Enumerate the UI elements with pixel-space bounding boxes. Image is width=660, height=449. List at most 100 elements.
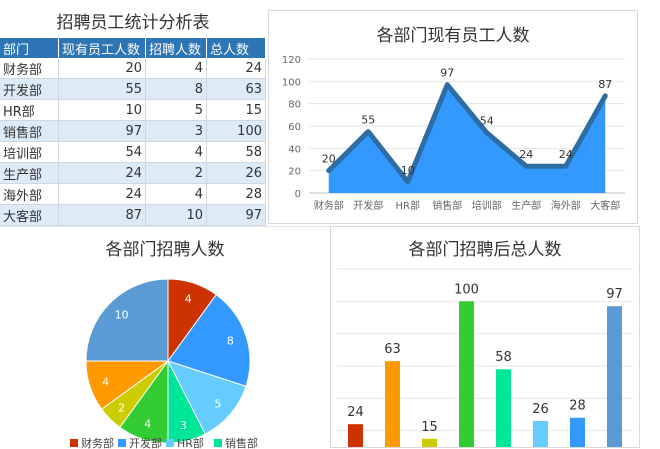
table-title: 招聘员工统计分析表 bbox=[56, 13, 210, 33]
table-row: HR部 10 5 15 bbox=[0, 99, 266, 121]
series-area bbox=[328, 84, 606, 193]
slice-label: 10 bbox=[115, 309, 129, 322]
table-cell-dept: 培训部 bbox=[0, 141, 59, 163]
pie-chart-title: 各部门招聘人数 bbox=[105, 240, 225, 260]
x-tick-label: 培训部 bbox=[472, 199, 502, 212]
bar bbox=[496, 369, 511, 447]
x-tick-label: HR部 bbox=[396, 199, 420, 212]
bar bbox=[459, 301, 474, 447]
table-cell-dept: HR部 bbox=[0, 99, 59, 121]
table-cell-dept: 销售部 bbox=[0, 120, 59, 142]
table-body: 财务部 20 4 24 开发部 55 8 63 HR部 10 5 15 销售部 97 3 100 培训部 54 4 5… bbox=[0, 58, 266, 226]
table-cell-value: 87 bbox=[58, 204, 146, 226]
bar bbox=[607, 306, 622, 447]
data-label: 26 bbox=[532, 402, 549, 417]
pie-slice bbox=[85, 278, 169, 362]
bar bbox=[533, 420, 548, 447]
series-line bbox=[326, 82, 608, 185]
table-cell-value: 24 bbox=[206, 58, 266, 79]
x-tick-label: 海外部 bbox=[551, 199, 581, 212]
legend-label: 销售部 bbox=[225, 436, 258, 449]
header-hire: 招聘人数 bbox=[145, 38, 207, 58]
table-cell-value: 54 bbox=[58, 141, 146, 163]
y-tick-label: 60 bbox=[288, 122, 301, 133]
table-cell-value: 4 bbox=[145, 183, 207, 205]
table-cell-value: 8 bbox=[145, 78, 207, 100]
table-cell-value: 55 bbox=[58, 78, 146, 100]
area-chart-panel: 各部门现有员工人数 0 20 40 60 80 100 120 20 55 10 97 54 24 24 8… bbox=[268, 10, 638, 224]
table-cell-value: 15 bbox=[206, 99, 266, 121]
legend-swatch bbox=[118, 439, 126, 447]
table-row: 海外部 24 4 28 bbox=[0, 183, 266, 205]
table-cell-value: 4 bbox=[145, 58, 207, 79]
table-row: 培训部 54 4 58 bbox=[0, 141, 266, 163]
pie-slice bbox=[167, 293, 251, 387]
table-cell-value: 3 bbox=[145, 120, 207, 142]
bar bbox=[422, 438, 437, 447]
table-cell-dept: 大客部 bbox=[0, 204, 59, 226]
bar-chart: 24 63 15 100 58 26 28 97 bbox=[337, 268, 633, 447]
table-cell-value: 26 bbox=[206, 162, 266, 184]
y-tick-label: 120 bbox=[282, 55, 301, 66]
pie-chart-panel: 各部门招聘人数 4 8 5 3 4 2 4 10 财务部 开发部 HR部 销售部 bbox=[0, 226, 330, 449]
header-total: 总人数 bbox=[206, 38, 266, 58]
bar bbox=[348, 424, 363, 447]
data-label: 10 bbox=[401, 164, 415, 177]
stats-table-panel: 招聘员工统计分析表 部门 现有员工人数 招聘人数 总人数 财务部 20 4 24 开发部… bbox=[0, 0, 266, 226]
header-dept: 部门 bbox=[0, 38, 59, 58]
y-tick-label: 20 bbox=[288, 167, 301, 178]
data-label: 28 bbox=[569, 399, 586, 414]
table-cell-dept: 开发部 bbox=[0, 78, 59, 100]
legend-swatch bbox=[70, 439, 78, 447]
table-cell-dept: 海外部 bbox=[0, 183, 59, 205]
table-cell-dept: 财务部 bbox=[0, 58, 59, 79]
data-label: 100 bbox=[454, 282, 479, 297]
y-tick-label: 40 bbox=[288, 144, 301, 155]
table-cell-value: 63 bbox=[206, 78, 266, 100]
data-label: 24 bbox=[559, 148, 573, 161]
table-cell-value: 4 bbox=[145, 141, 207, 163]
data-label: 15 bbox=[421, 420, 438, 435]
slice-label: 2 bbox=[118, 401, 125, 414]
slice-label: 4 bbox=[185, 293, 192, 306]
slice-label: 5 bbox=[214, 398, 221, 411]
y-tick-label: 100 bbox=[282, 77, 301, 88]
table-cell-value: 24 bbox=[58, 183, 146, 205]
bar bbox=[385, 361, 400, 447]
area-chart: 0 20 40 60 80 100 120 20 55 10 97 54 24 24 87 财务部 开发部 HR部… bbox=[282, 55, 625, 212]
table-cell-value: 2 bbox=[145, 162, 207, 184]
bar bbox=[570, 417, 585, 447]
data-label: 20 bbox=[322, 153, 336, 166]
table-cell-value: 20 bbox=[58, 58, 146, 79]
bar-chart-panel: 各部门招聘后总人数 24 63 15 100 58 26 28 97 bbox=[330, 226, 640, 448]
legend-label: HR部 bbox=[177, 436, 204, 449]
header-current: 现有员工人数 bbox=[58, 38, 146, 58]
slice-label: 4 bbox=[144, 417, 151, 430]
table-cell-value: 97 bbox=[206, 204, 266, 226]
table-row: 开发部 55 8 63 bbox=[0, 78, 266, 100]
x-tick-label: 财务部 bbox=[314, 199, 344, 212]
slice-label: 4 bbox=[102, 375, 109, 388]
table-row: 销售部 97 3 100 bbox=[0, 120, 266, 142]
table-cell-dept: 生产部 bbox=[0, 162, 59, 184]
table-row: 生产部 24 2 26 bbox=[0, 162, 266, 184]
data-label: 24 bbox=[519, 148, 533, 161]
table-row: 财务部 20 4 24 bbox=[0, 58, 266, 79]
stats-table: 部门 现有员工人数 招聘人数 总人数 财务部 20 4 24 开发部 55 8 63 HR部 10… bbox=[0, 38, 266, 226]
legend-swatch bbox=[214, 439, 222, 447]
legend-swatch bbox=[166, 439, 174, 447]
x-tick-label: 销售部 bbox=[432, 199, 462, 212]
table-cell-value: 28 bbox=[206, 183, 266, 205]
data-label: 87 bbox=[598, 78, 612, 91]
y-tick-label: 80 bbox=[288, 100, 301, 111]
data-label: 24 bbox=[347, 405, 364, 420]
pie-slice bbox=[167, 360, 247, 435]
legend-label: 财务部 bbox=[81, 436, 114, 449]
data-label: 54 bbox=[480, 115, 494, 128]
area-chart-title: 各部门现有员工人数 bbox=[376, 26, 530, 46]
legend-label: 开发部 bbox=[129, 436, 162, 449]
table-cell-value: 97 bbox=[58, 120, 146, 142]
x-tick-label: 生产部 bbox=[511, 199, 541, 212]
table-cell-value: 5 bbox=[145, 99, 207, 121]
table-cell-value: 100 bbox=[206, 120, 266, 142]
